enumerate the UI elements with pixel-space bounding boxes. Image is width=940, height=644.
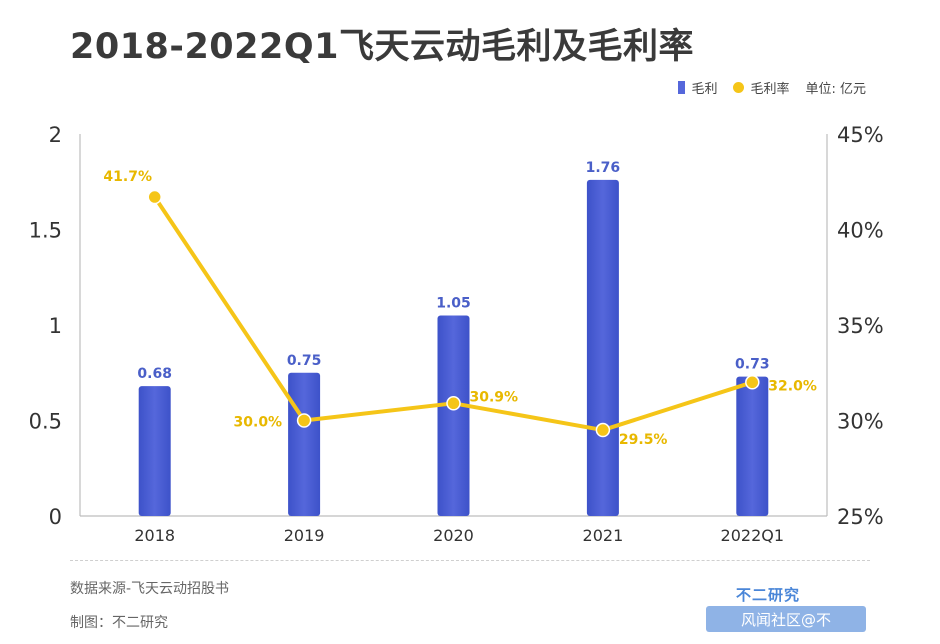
- watermark-text: 风闻社区@不: [740, 610, 831, 629]
- line-data-label: 41.7%: [103, 169, 152, 185]
- y-right-tick-label: 30%: [837, 410, 884, 434]
- y-left-tick-label: 2: [49, 123, 62, 147]
- y-left-tick-label: 1: [49, 314, 62, 338]
- y-right-tick-label: 45%: [837, 123, 884, 147]
- line-point: [595, 422, 611, 438]
- line-point: [296, 413, 312, 428]
- brand-logo-text: 不二研究: [736, 586, 801, 604]
- line-data-label: 30.9%: [470, 389, 519, 405]
- data-source: 数据来源-飞天云动招股书: [70, 581, 230, 597]
- legend-unit: 单位: 亿元: [805, 82, 866, 97]
- line-point: [147, 189, 162, 205]
- line-data-label: 30.0%: [234, 415, 283, 431]
- chart-title: 2018-2022Q1飞天云动毛利及毛利率: [70, 27, 694, 67]
- bar-data-label: 0.68: [137, 366, 172, 382]
- legend-bar-label: 毛利: [691, 82, 718, 97]
- footer-divider: [70, 560, 870, 561]
- bar-data-label: 1.05: [436, 295, 471, 311]
- line-point: [745, 375, 760, 390]
- x-tick-label: 2018: [134, 526, 175, 545]
- y-left-tick-label: 0: [49, 505, 62, 529]
- bar: [288, 372, 321, 516]
- legend-bar-swatch: [678, 81, 686, 94]
- legend-line-label: 毛利率: [750, 82, 790, 97]
- bar-data-label: 0.73: [735, 357, 770, 373]
- watermark-badge: 风闻社区@不: [706, 606, 866, 632]
- line-data-label: 29.5%: [619, 432, 668, 448]
- line-point: [446, 396, 461, 411]
- bar: [586, 179, 619, 516]
- x-tick-label: 2020: [433, 526, 474, 545]
- chart-area: 0 0.5 1 1.5 2 25% 30% 35% 40% 45% 2018 2019 2020 2021…: [29, 123, 884, 545]
- bar: [736, 376, 769, 516]
- x-tick-label: 2021: [583, 526, 624, 545]
- y-right-tick-label: 40%: [837, 219, 884, 243]
- y-left-tick-label: 0.5: [29, 410, 62, 434]
- line-data-label: 32.0%: [768, 378, 817, 394]
- legend-line-swatch: [733, 82, 745, 93]
- bar: [138, 386, 171, 516]
- bar-data-label: 0.75: [287, 353, 322, 369]
- chart-maker: 制图：不二研究: [70, 615, 168, 631]
- bar: [437, 315, 470, 516]
- x-tick-label: 2022Q1: [721, 526, 785, 545]
- y-right-tick-label: 25%: [837, 505, 884, 529]
- x-tick-label: 2019: [284, 526, 325, 545]
- y-right-tick-label: 35%: [837, 314, 884, 338]
- bar-data-label: 1.76: [586, 160, 621, 176]
- legend: 毛利 毛利率 单位: 亿元: [678, 78, 866, 97]
- y-left-tick-label: 1.5: [29, 219, 62, 243]
